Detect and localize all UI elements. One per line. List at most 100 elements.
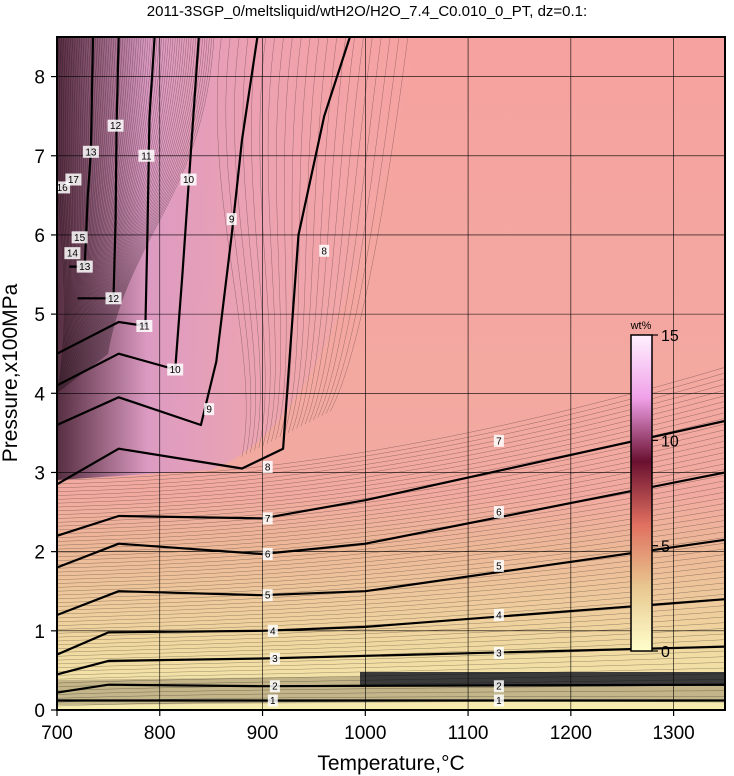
contour-line-major xyxy=(57,683,725,694)
contour-line-thin xyxy=(57,372,725,485)
contour-line-thin xyxy=(71,37,103,383)
contour-line-thin xyxy=(58,37,67,393)
contour-line-thin xyxy=(72,37,108,381)
y-axis-label: Pressure,x100MPa xyxy=(0,283,22,462)
contour-label: 4 xyxy=(496,610,502,621)
contour-line-thin xyxy=(106,37,212,355)
contour-line-thin xyxy=(271,37,284,442)
contour-line-thin xyxy=(75,37,115,380)
x-tick-label: 900 xyxy=(247,723,279,744)
contour-label-box xyxy=(269,652,280,665)
contour-label: 9 xyxy=(229,215,235,226)
contour-line-thin xyxy=(57,435,725,527)
contour-line-thin xyxy=(79,37,128,376)
contour-line-thin xyxy=(63,37,78,389)
colorbar-tick-label: 15 xyxy=(661,328,679,345)
contour-line-thin xyxy=(68,37,94,385)
contour-label-box xyxy=(180,173,197,186)
contour-line-thin xyxy=(86,37,149,371)
contour-line-thin xyxy=(57,554,725,607)
contour-line-thin xyxy=(66,37,87,386)
contour-label-box xyxy=(71,231,88,244)
contour-line-thin xyxy=(72,37,105,382)
x-tick-label: 1200 xyxy=(550,723,592,744)
contour-label: 5 xyxy=(496,561,502,572)
contour-label-box xyxy=(493,608,504,621)
contour-label-box xyxy=(267,624,278,637)
contour-line-major xyxy=(57,37,259,427)
contour-line-thin xyxy=(57,520,725,584)
contour-line-thin xyxy=(225,37,252,455)
contour-line-thin xyxy=(57,611,725,645)
x-tick-label: 1100 xyxy=(448,723,489,744)
contour-line-thin xyxy=(57,526,725,588)
contour-label: 2 xyxy=(272,682,278,693)
y-axis-ticks: 0 1 2 3 4 5 6 7 8 xyxy=(34,68,57,722)
contour-line-thin xyxy=(57,406,725,508)
contour-line-thin xyxy=(67,37,90,386)
contour-line-thin xyxy=(57,395,725,500)
contour-line-thin xyxy=(64,37,83,388)
contour-line-thin xyxy=(57,446,725,535)
contour-line-thin xyxy=(300,37,346,427)
contour-label-box xyxy=(267,694,278,707)
contour-line-thin xyxy=(74,37,112,380)
contour-label: 9 xyxy=(206,405,212,416)
contour-line-thin xyxy=(242,37,261,451)
contour-label-box xyxy=(493,434,504,447)
contour-line-thin xyxy=(91,37,165,367)
thin-contours xyxy=(57,37,725,707)
contour-line-thin xyxy=(57,378,725,489)
contour-line-thin xyxy=(73,37,110,381)
contour-line-thin xyxy=(57,656,725,676)
contour-line-thin xyxy=(101,37,196,359)
contour-label-box xyxy=(136,319,153,332)
contour-line-thin xyxy=(304,37,355,425)
contour-line-major xyxy=(57,645,725,676)
contour-line-thin xyxy=(57,401,725,504)
contour-line-thin xyxy=(102,37,199,359)
contour-line-thin xyxy=(57,628,725,657)
contour-line-major xyxy=(57,37,156,355)
contour-line-thin xyxy=(57,497,725,569)
contour-line-thin xyxy=(78,37,126,377)
contour-line-thin xyxy=(57,537,725,596)
contour-line-thin xyxy=(60,37,70,391)
contour-line-thin xyxy=(100,37,192,360)
colorbar-tick-label: 0 xyxy=(661,644,670,661)
contour-label-box xyxy=(138,149,155,162)
contour-line-thin xyxy=(57,452,725,538)
contour-label-box xyxy=(319,244,330,257)
contour-line-thin xyxy=(90,37,162,368)
contour-label: 3 xyxy=(272,654,278,665)
contour-line-major xyxy=(57,37,200,387)
contour-label: 4 xyxy=(270,626,276,637)
contour-label: 6 xyxy=(265,550,271,561)
contour-label-box xyxy=(493,559,504,572)
contour-line-thin xyxy=(80,37,130,376)
contour-line-thin xyxy=(283,37,311,436)
contour-line-thin xyxy=(61,37,71,390)
contour-line-thin xyxy=(217,37,247,457)
contour-line-thin xyxy=(57,389,725,496)
contour-label-box xyxy=(226,213,237,226)
contour-label: 14 xyxy=(67,249,79,260)
contour-line-thin xyxy=(57,503,725,573)
contour-line-thin xyxy=(64,37,80,388)
contour-label-box xyxy=(107,119,124,132)
contour-line-thin xyxy=(105,37,208,356)
contour-line-thin xyxy=(234,37,256,453)
contour-line-thin xyxy=(106,37,210,356)
contour-label: 7 xyxy=(496,436,502,447)
contour-line-thin xyxy=(57,605,725,642)
contour-line-thin xyxy=(57,486,725,561)
x-axis-ticks: 700 800 900 1000 1100 1200 1300 xyxy=(41,710,695,744)
contour-line-thin xyxy=(57,384,725,492)
contour-label-box xyxy=(262,548,273,561)
contour-line-thin xyxy=(81,37,133,375)
contour-line-thin xyxy=(57,616,725,649)
contour-line-thin xyxy=(325,37,400,414)
contour-line-thin xyxy=(95,37,178,364)
contour-label-box xyxy=(76,260,93,273)
contour-line-thin xyxy=(75,37,117,379)
